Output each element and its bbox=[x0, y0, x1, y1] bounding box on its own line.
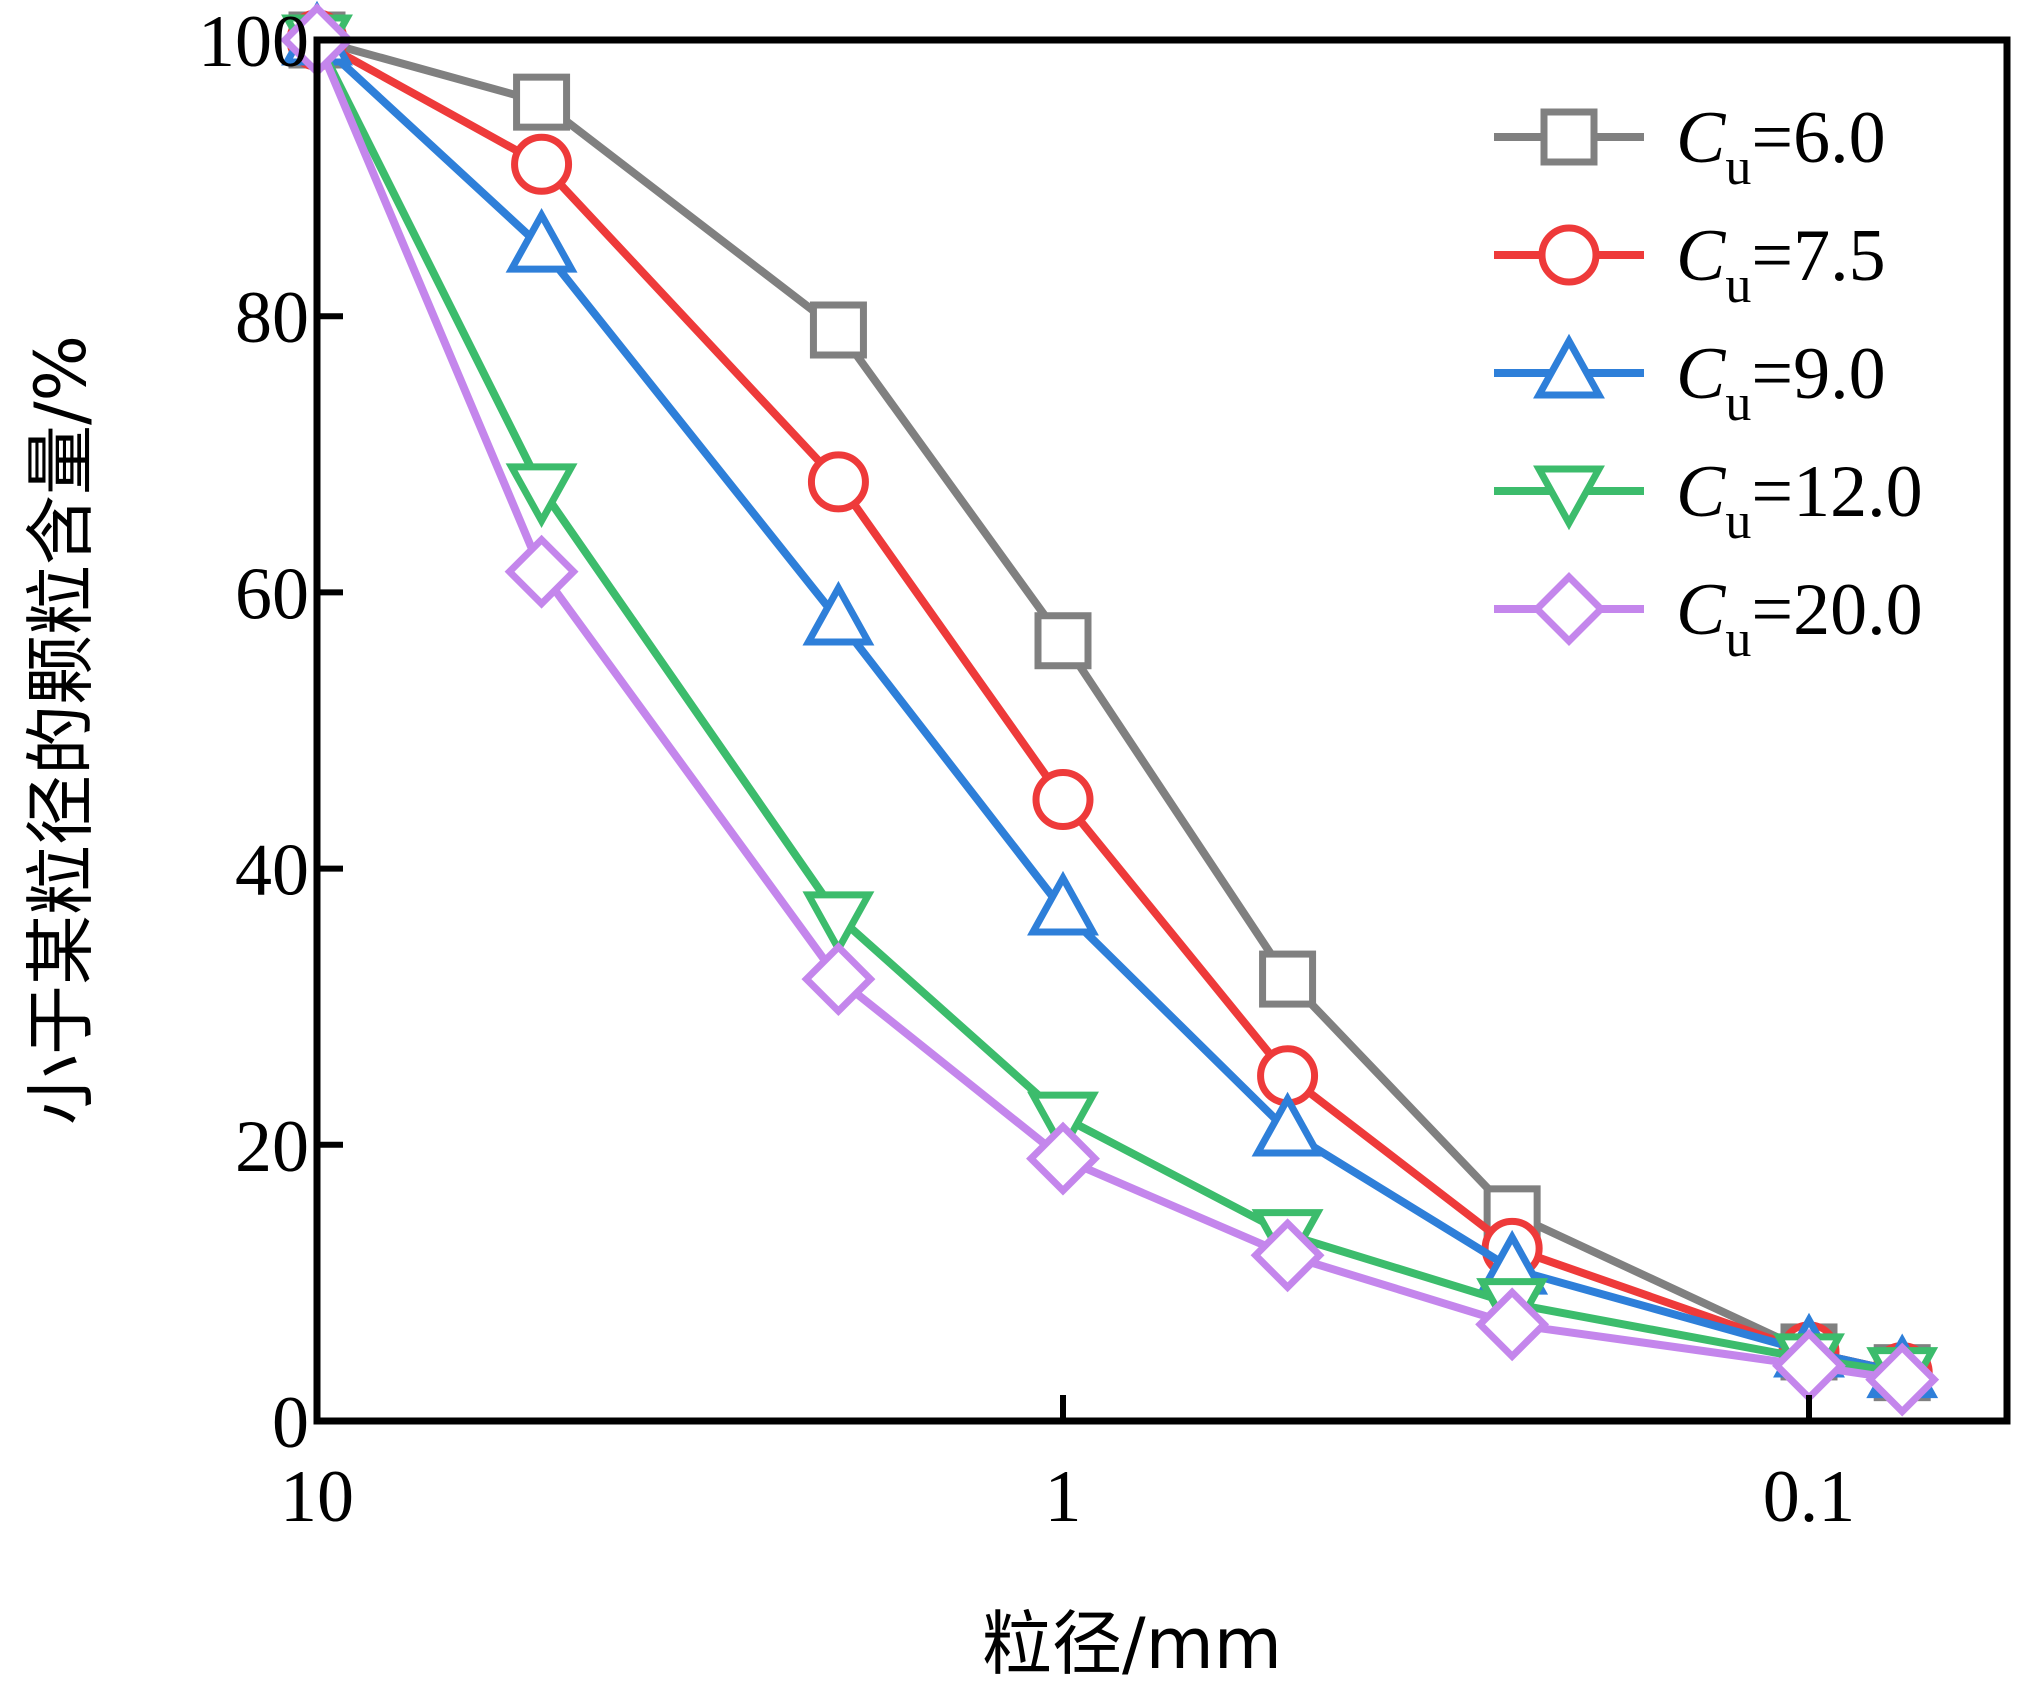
legend-marker bbox=[1533, 333, 1605, 399]
series-line bbox=[313, 38, 1903, 1377]
legend-marker bbox=[1532, 572, 1606, 646]
legend-label: Cu=20.0 bbox=[1676, 569, 1923, 668]
y-tick-label: 20 bbox=[235, 1106, 309, 1188]
data-point bbox=[801, 942, 876, 1017]
legend-item: Cu=20.0 bbox=[1494, 569, 1923, 668]
data-point bbox=[505, 463, 578, 529]
data-point bbox=[1027, 870, 1099, 936]
data-point bbox=[504, 534, 579, 609]
x-axis-title: 粒径/mm bbox=[982, 1603, 1282, 1683]
data-point bbox=[807, 451, 869, 513]
x-tick-label: 0.1 bbox=[1763, 1456, 1856, 1538]
y-tick-label: 0 bbox=[272, 1382, 309, 1464]
legend-marker bbox=[1538, 224, 1600, 286]
data-point bbox=[1865, 1342, 1940, 1417]
data-point bbox=[1034, 612, 1092, 670]
series-line bbox=[314, 37, 1904, 1377]
legend-item: Cu=9.0 bbox=[1494, 333, 1886, 432]
data-point bbox=[1259, 950, 1317, 1008]
legend-item: Cu=12.0 bbox=[1494, 451, 1923, 550]
data-point bbox=[1251, 1091, 1324, 1157]
data-point bbox=[511, 133, 573, 195]
data-point bbox=[802, 891, 875, 957]
data-point bbox=[802, 580, 875, 646]
data-point bbox=[1475, 1287, 1550, 1362]
legend-item: Cu=7.5 bbox=[1494, 215, 1886, 314]
y-tick-label: 40 bbox=[235, 830, 309, 912]
series-line bbox=[315, 36, 1904, 1377]
data-point bbox=[809, 301, 867, 359]
data-point bbox=[505, 207, 578, 273]
data-point bbox=[1250, 1218, 1325, 1293]
data-point bbox=[1026, 1121, 1100, 1196]
axes-layer: 10 1 0.1 0 20 40 60 80 100 bbox=[198, 1, 1855, 1538]
legend-label: Cu=9.0 bbox=[1676, 333, 1886, 432]
x-tick-label: 1 bbox=[1045, 1456, 1082, 1538]
data-point bbox=[513, 73, 571, 131]
series-layer bbox=[280, 0, 1940, 1417]
legend-label: Cu=7.5 bbox=[1676, 215, 1886, 314]
legend-marker bbox=[1533, 465, 1605, 531]
plot-frame bbox=[313, 36, 2011, 1425]
data-point bbox=[1032, 769, 1094, 831]
y-tick-label: 60 bbox=[235, 553, 309, 635]
legend: Cu=6.0 Cu=7.5 Cu=9.0 Cu=12.0 Cu=20.0 bbox=[1494, 97, 1923, 668]
legend-label: Cu=6.0 bbox=[1676, 97, 1886, 196]
legend-label: Cu=12.0 bbox=[1676, 451, 1923, 550]
series-line bbox=[313, 38, 1903, 1384]
y-tick-label: 100 bbox=[198, 1, 309, 83]
legend-marker bbox=[1540, 108, 1598, 166]
series-Cu=20.0 bbox=[280, 3, 1940, 1417]
x-tick-label: 10 bbox=[280, 1456, 354, 1538]
y-axis-title: 小于某粒径的颗粒含量/% bbox=[20, 335, 102, 1125]
y-tick-label: 80 bbox=[235, 277, 309, 359]
legend-item: Cu=6.0 bbox=[1494, 97, 1886, 196]
